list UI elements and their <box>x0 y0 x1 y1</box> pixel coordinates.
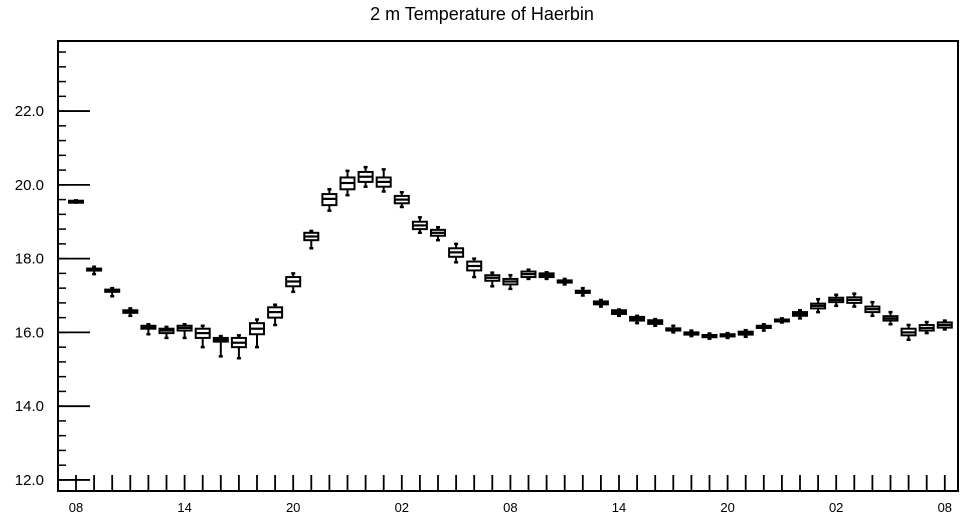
box-step <box>900 323 917 342</box>
box-step <box>448 242 465 264</box>
box-step <box>755 323 772 332</box>
box-step <box>140 323 157 336</box>
box-step <box>810 297 827 314</box>
box-series <box>68 165 953 360</box>
box-step <box>68 199 84 204</box>
box-step <box>683 329 700 338</box>
x-tick-label: 14 <box>612 500 626 515</box>
box-step <box>230 334 247 360</box>
box-step <box>158 325 175 340</box>
box-step <box>828 293 845 308</box>
box-step <box>357 165 374 188</box>
x-tick-label: 08 <box>69 500 83 515</box>
y-tick-label: 22.0 <box>15 103 44 120</box>
x-axis: 08 14 20 02 08 14 20 02 08 <box>69 475 952 515</box>
x-tick-label: 08 <box>503 500 517 515</box>
box-step <box>918 320 935 335</box>
box-step <box>520 268 537 281</box>
y-tick-label: 18.0 <box>15 251 44 268</box>
box-step <box>194 324 211 349</box>
box-step <box>592 298 609 308</box>
box-step <box>792 309 808 320</box>
box-step <box>647 317 664 328</box>
x-tick-label: 02 <box>395 500 409 515</box>
box-step <box>502 273 519 291</box>
box-step <box>466 257 483 279</box>
x-tick-label: 20 <box>286 500 300 515</box>
x-tick-label: 20 <box>720 500 734 515</box>
x-tick-label: 14 <box>177 500 191 515</box>
box-step <box>375 168 392 193</box>
y-tick-label: 14.0 <box>15 398 44 415</box>
box-step <box>737 328 754 339</box>
box-step <box>430 226 446 242</box>
box-step <box>611 308 627 318</box>
box-step <box>556 277 573 286</box>
plot-frame <box>57 40 959 492</box>
box-step <box>104 286 121 298</box>
y-tick-label: 20.0 <box>15 177 44 194</box>
y-tick-label: 12.0 <box>15 472 44 489</box>
box-step <box>846 292 863 308</box>
box-step <box>86 265 103 276</box>
box-step <box>773 317 790 324</box>
box-step <box>339 169 356 197</box>
box-step <box>936 319 953 331</box>
box-step <box>176 323 193 340</box>
box-step <box>701 332 718 340</box>
box-step <box>719 331 736 340</box>
box-step <box>629 314 646 325</box>
box-step <box>212 334 229 358</box>
box-step <box>574 286 591 297</box>
x-tick-label: 08 <box>938 500 952 515</box>
box-step <box>122 307 139 318</box>
box-step <box>864 300 881 318</box>
x-tick-label: 02 <box>829 500 843 515</box>
box-step <box>411 216 428 235</box>
y-axis: 12.0 14.0 16.0 18.0 20.0 22.0 <box>15 51 90 489</box>
chart-title: 2 m Temperature of Haerbin <box>370 4 594 24</box>
box-step <box>882 310 899 326</box>
box-step <box>538 271 555 281</box>
y-tick-label: 16.0 <box>15 324 44 341</box>
box-step <box>285 272 302 294</box>
box-step <box>665 324 682 334</box>
box-step <box>393 190 410 209</box>
box-step <box>249 318 265 349</box>
box-step <box>267 303 284 327</box>
box-step <box>321 188 338 212</box>
box-step <box>484 271 501 288</box>
box-step <box>303 229 320 250</box>
